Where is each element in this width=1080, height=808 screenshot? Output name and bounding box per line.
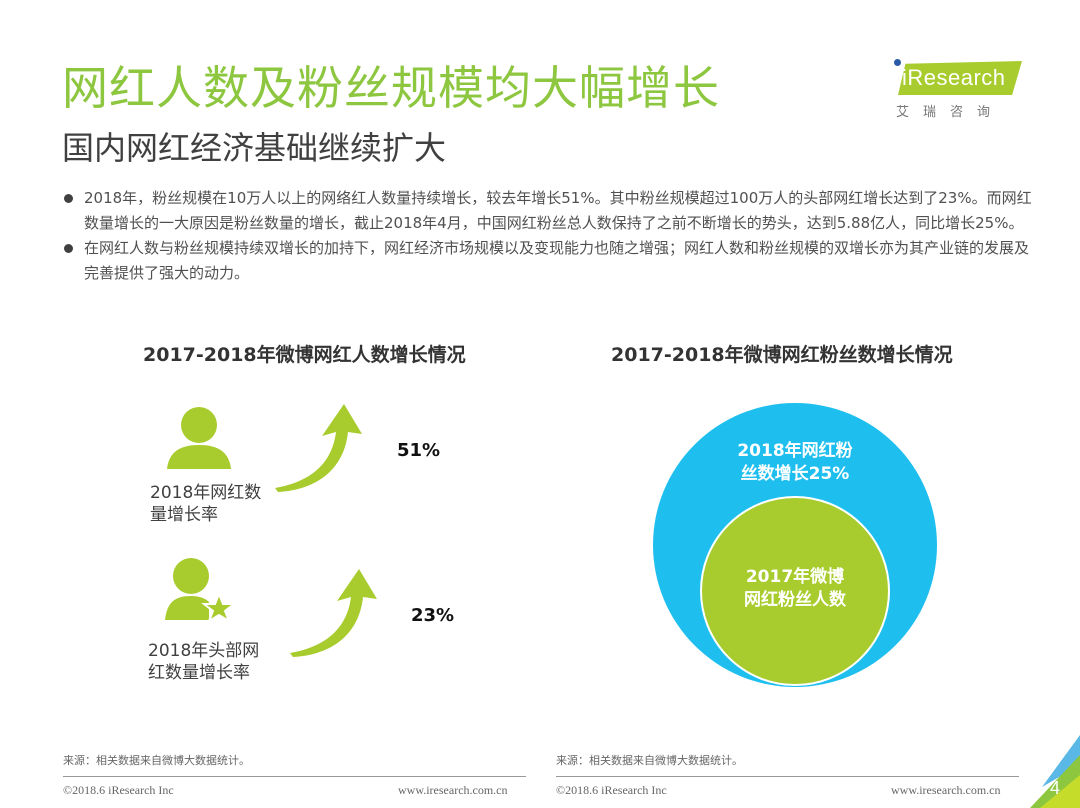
left-source-note: 来源：相关数据来自微博大数据统计。 bbox=[63, 754, 250, 767]
logo-dot-icon bbox=[894, 59, 901, 66]
iresearch-logo: iResearch 艾瑞咨询 bbox=[892, 57, 1026, 121]
person-icon bbox=[167, 407, 231, 469]
up-arrow-icon bbox=[290, 569, 377, 657]
label-line: 2018年网红粉 bbox=[737, 441, 853, 461]
left-item-1-value: 51% bbox=[397, 440, 441, 461]
inner-circle-2017 bbox=[700, 496, 890, 686]
outer-circle-label: 2018年网红粉 丝数增长25% bbox=[720, 440, 870, 486]
website-url[interactable]: www.iresearch.com.cn bbox=[398, 783, 508, 797]
page-subtitle: 国内网红经济基础继续扩大 bbox=[62, 129, 447, 167]
right-source-note: 来源：相关数据来自微博大数据统计。 bbox=[556, 754, 743, 767]
left-chart-title: 2017-2018年微博网红人数增长情况 bbox=[143, 344, 466, 366]
copyright: ©2018.6 iResearch Inc bbox=[63, 783, 174, 797]
corner-decoration bbox=[1030, 735, 1080, 808]
label-line: 丝数增长25% bbox=[740, 464, 850, 484]
left-item-1-label: 2018年网红数 量增长率 bbox=[150, 482, 261, 526]
inner-circle-label: 2017年微博 网红粉丝人数 bbox=[720, 566, 870, 612]
logo-brand-text: iResearch bbox=[902, 65, 1006, 90]
left-item-2-value: 23% bbox=[411, 605, 455, 626]
label-line: 2018年网红数 bbox=[150, 483, 262, 503]
bullet-item: 2018年，粉丝规模在10万人以上的网络红人数量持续增长，较去年增长51%。其中… bbox=[62, 186, 1032, 236]
logo-banner bbox=[898, 61, 1022, 95]
logo-cn-text: 艾瑞咨询 bbox=[896, 105, 1005, 120]
label-line: 红数量增长率 bbox=[148, 663, 250, 683]
footer-divider bbox=[63, 776, 526, 777]
person-star-icon bbox=[165, 558, 237, 622]
up-arrow-icon bbox=[275, 404, 362, 492]
label-line: 2017年微博 bbox=[745, 567, 845, 587]
right-chart-title: 2017-2018年微博网红粉丝数增长情况 bbox=[611, 344, 953, 366]
label-line: 量增长率 bbox=[150, 505, 218, 525]
label-line: 2018年头部网 bbox=[148, 641, 260, 661]
page-title: 网红人数及粉丝规模均大幅增长 bbox=[62, 61, 720, 115]
label-line: 网红粉丝人数 bbox=[744, 590, 846, 610]
footer-divider bbox=[556, 776, 1019, 777]
website-url[interactable]: www.iresearch.com.cn bbox=[891, 783, 1001, 797]
left-item-2-label: 2018年头部网 红数量增长率 bbox=[148, 640, 259, 684]
page-number: 4 bbox=[1050, 778, 1061, 798]
copyright: ©2018.6 iResearch Inc bbox=[556, 783, 667, 797]
bullet-item: 在网红人数与粉丝规模持续双增长的加持下，网红经济市场规模以及变现能力也随之增强；… bbox=[62, 236, 1032, 286]
bullet-list: 2018年，粉丝规模在10万人以上的网络红人数量持续增长，较去年增长51%。其中… bbox=[62, 186, 1032, 286]
